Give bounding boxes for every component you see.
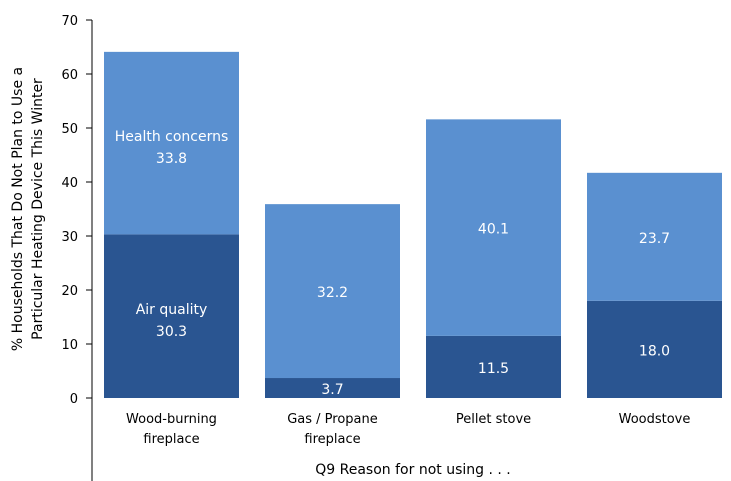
category-label: Pellet stove: [456, 412, 531, 427]
y-tick-label: 20: [61, 284, 78, 299]
bar-segment-air-quality: [426, 335, 561, 398]
x-axis-title: Q9 Reason for not using . . .: [315, 462, 510, 478]
bar-segment-air-quality: [587, 300, 722, 398]
bar-segment-health-concerns: [265, 204, 400, 379]
y-tick-label: 30: [61, 230, 78, 245]
bar-segment-air-quality: [104, 234, 239, 398]
bar-value-labels: Air quality 30.3 Health concerns 33.8 3.7 32.…: [115, 129, 670, 398]
bar-segment-health-concerns: [426, 119, 561, 336]
y-tick-label: 60: [61, 68, 78, 83]
data-label: 30.3: [156, 324, 187, 340]
data-label: 3.7: [321, 382, 343, 398]
y-axis-title-line: % Households That Do Not Plan to Use a: [10, 67, 26, 351]
category-label: Woodstove: [619, 412, 691, 427]
y-tick-label: 10: [61, 338, 78, 353]
category-label: fireplace: [304, 432, 360, 447]
bar-segment-health-concerns: [587, 172, 722, 301]
y-axis-title: % Households That Do Not Plan to Use a Pa…: [10, 67, 46, 351]
y-tick-label: 50: [61, 122, 78, 137]
y-axis-ticks: 0 10 20 30 40 50 60 70: [61, 14, 92, 407]
category-labels: Wood-burning fireplace Gas / Propane firepl…: [126, 412, 690, 447]
bar-segment-air-quality: [265, 378, 400, 398]
bars: [104, 51, 722, 398]
bar-segment-health-concerns: [104, 51, 239, 235]
data-label: 33.8: [156, 151, 187, 167]
y-axis-title-line: Particular Heating Device This Winter: [30, 78, 46, 340]
data-label: 23.7: [639, 231, 670, 247]
category-label: Wood-burning: [126, 412, 217, 427]
y-tick-label: 40: [61, 176, 78, 191]
data-label: 11.5: [478, 361, 509, 377]
series-name-label: Health concerns: [115, 129, 229, 145]
category-label: Gas / Propane: [287, 412, 378, 427]
data-label: 40.1: [478, 222, 509, 238]
data-label: 18.0: [639, 343, 670, 359]
category-label: fireplace: [143, 432, 199, 447]
data-label: 32.2: [317, 285, 348, 301]
y-tick-label: 70: [61, 14, 78, 29]
series-name-label: Air quality: [136, 302, 208, 318]
y-tick-label: 0: [70, 392, 78, 407]
